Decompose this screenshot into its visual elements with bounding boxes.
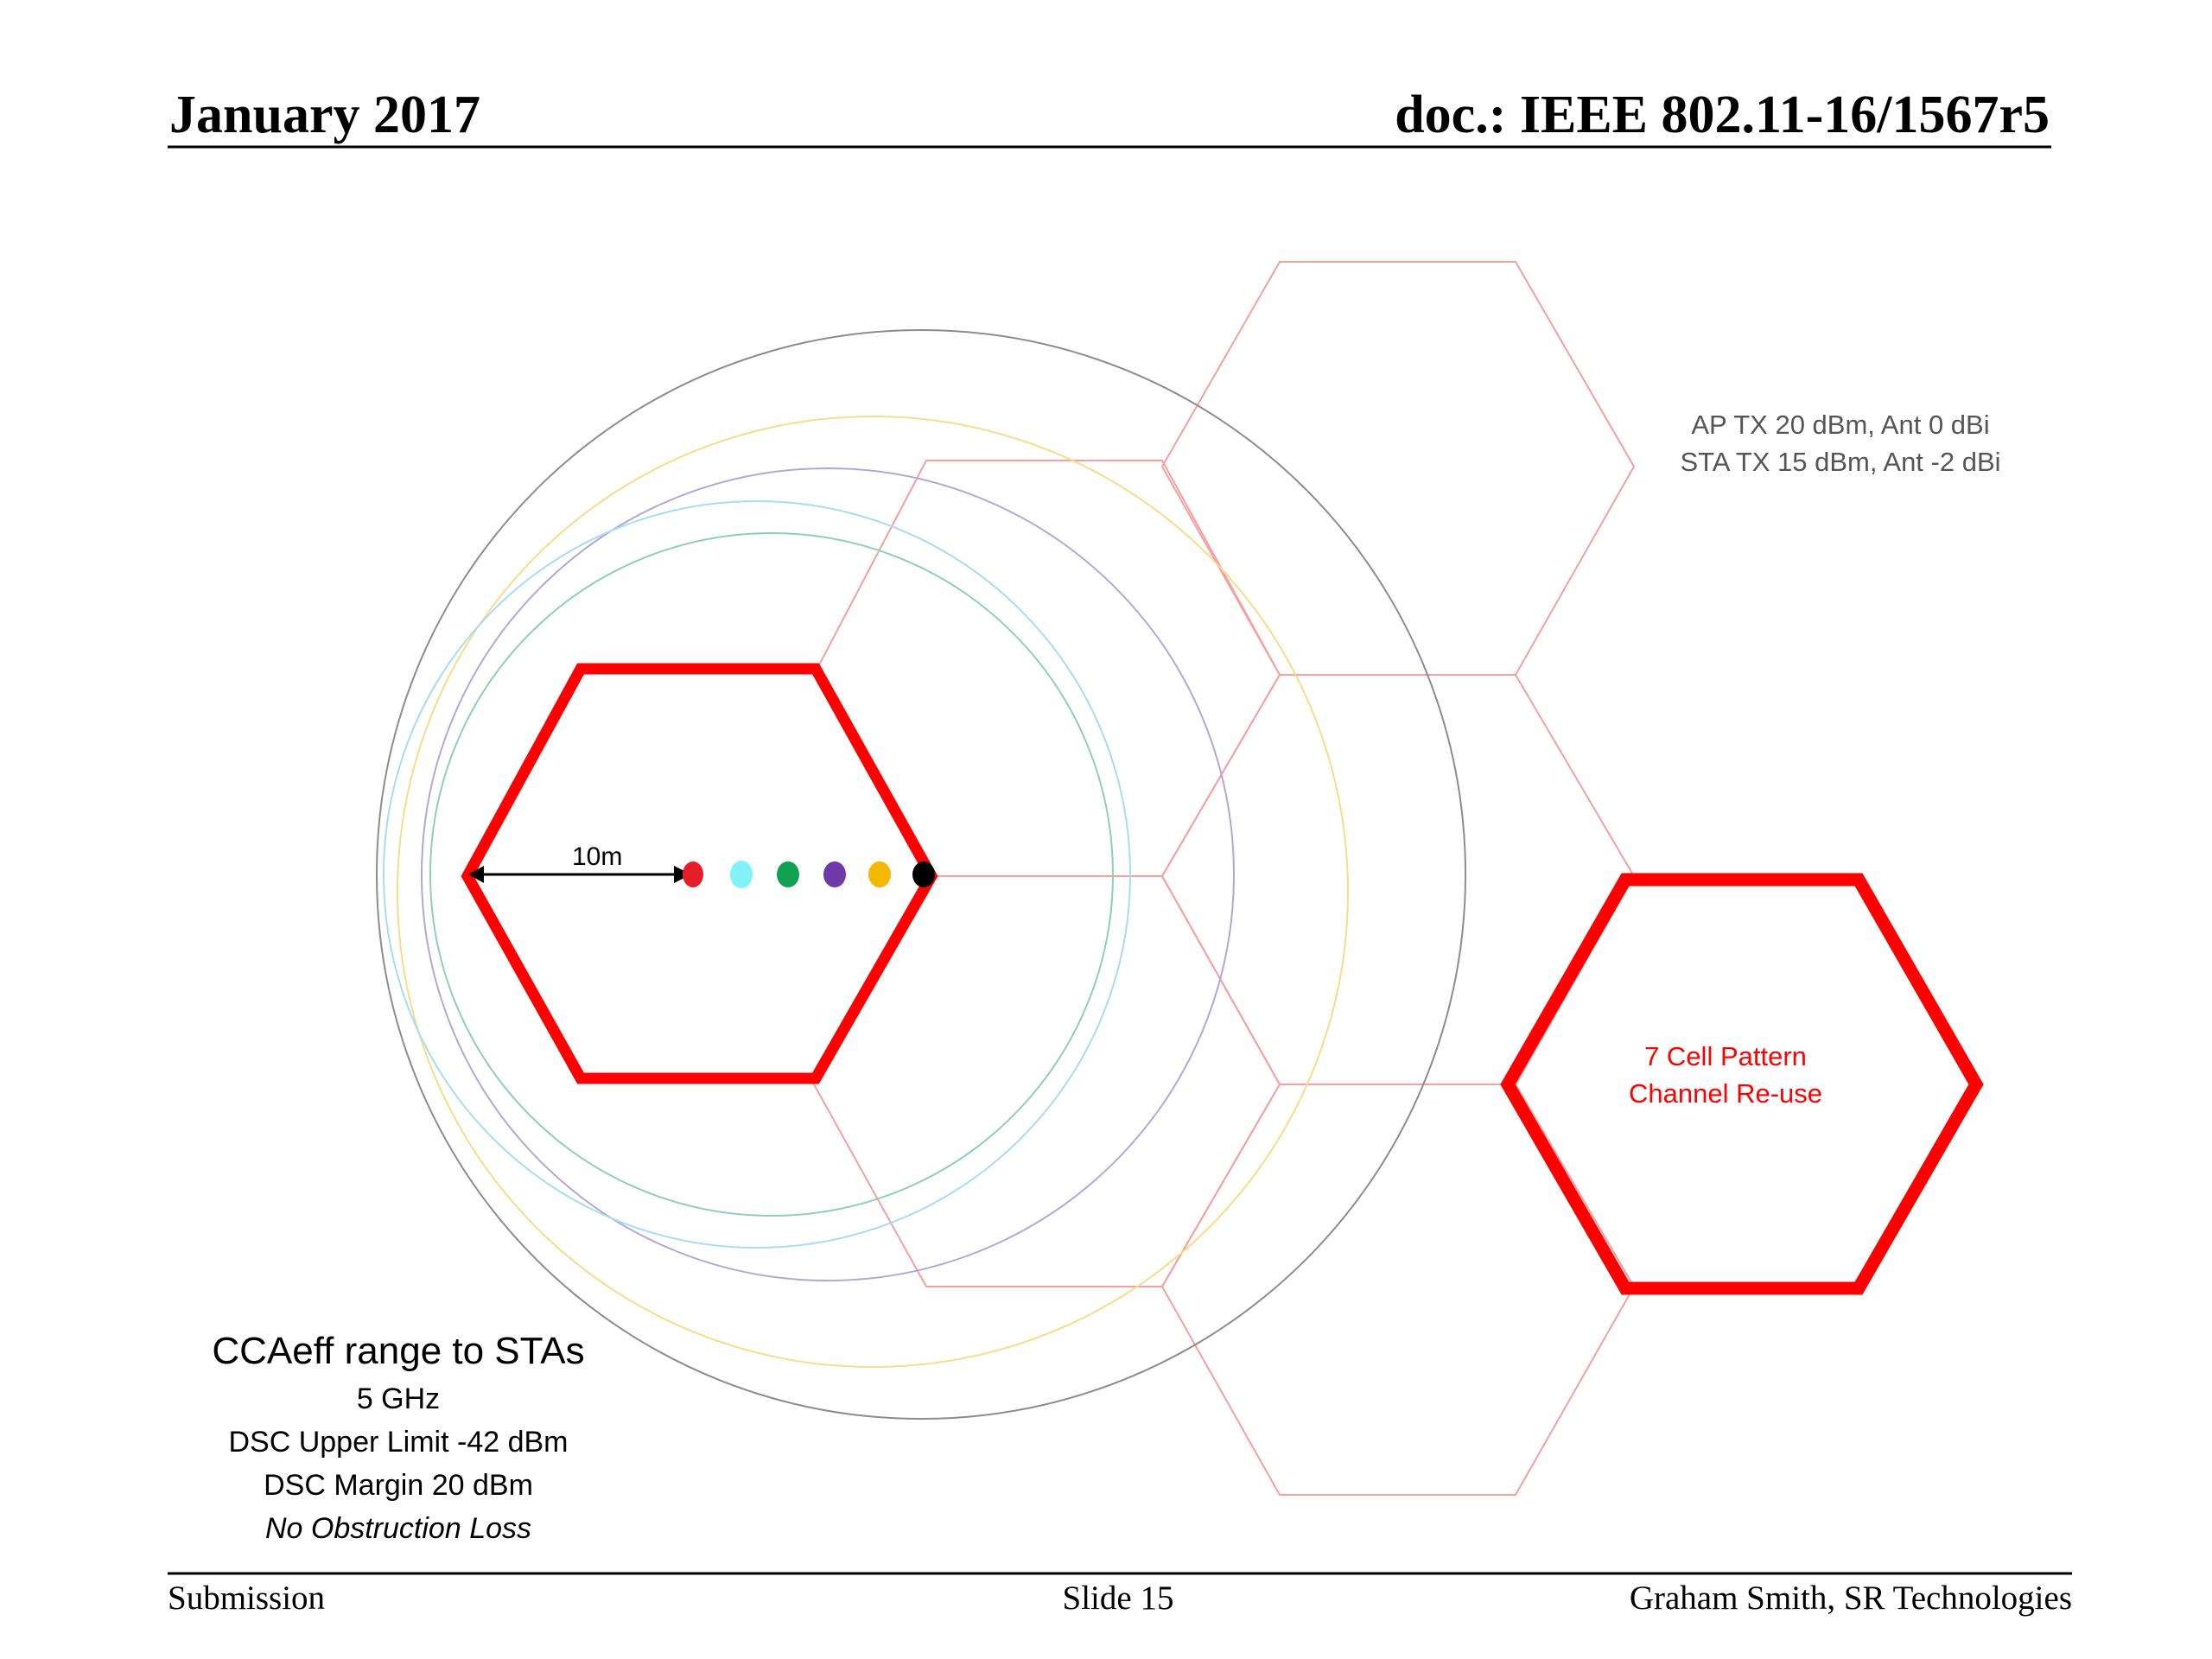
range-circle-purple [421,467,1235,1281]
hex-cell-bottom-right [1160,1084,1636,1496]
range-circle-cyan [383,500,1131,1249]
hex-grid [812,261,1636,1496]
footer-left: Submission [168,1580,325,1617]
footer-right: Graham Smith, SR Technologies [1630,1580,2072,1617]
header-doc-id: doc.: IEEE 802.11-16/1567r5 [1395,86,2050,144]
reuse-label-line2: Channel Re-use [1629,1078,1822,1109]
hex-cell-middle-right [1160,674,1636,1085]
caption-band: 5 GHz [357,1382,440,1415]
range-circle-orange [397,416,1349,1368]
caption-margin: DSC Margin 20 dBm [264,1469,533,1502]
caption-note: No Obstruction Loss [265,1512,531,1545]
reuse-cell-hexagon [1500,873,1984,1295]
sta-dot-orange [868,861,891,887]
reuse-label-line1: 7 Cell Pattern [1644,1041,1807,1071]
header-date: January 2017 [169,86,480,144]
sta-dots [683,861,935,888]
sta-dot-red [683,861,703,887]
caption-title: CCAeff range to STAs [212,1330,584,1372]
arrow-head-left [468,866,484,883]
tx-info-sta: STA TX 15 dBm, Ant -2 dBi [1680,447,2000,477]
tx-info-ap: AP TX 20 dBm, Ant 0 dBi [1691,410,1989,440]
range-circle-green [429,532,1114,1217]
caption-upper-limit: DSC Upper Limit -42 dBm [228,1426,568,1459]
range-circles [376,329,1466,1420]
footer-center: Slide 15 [1063,1580,1174,1617]
range-circle-black [376,329,1466,1420]
sta-dot-purple [823,861,846,887]
center-cell-hexagon [461,663,938,1084]
distance-label: 10m [572,842,622,871]
sta-dot-black [912,861,935,887]
sta-dot-green [777,861,799,887]
sta-dot-cyan [730,861,753,888]
